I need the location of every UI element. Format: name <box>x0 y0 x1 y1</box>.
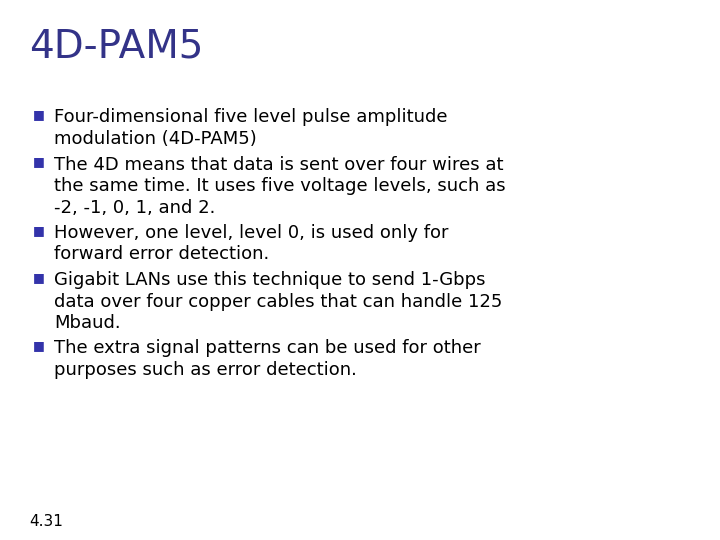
Text: However, one level, level 0, is used only for
forward error detection.: However, one level, level 0, is used onl… <box>54 224 449 263</box>
Text: ■: ■ <box>32 156 44 168</box>
Text: ■: ■ <box>32 271 44 284</box>
Text: Gigabit LANs use this technique to send 1-Gbps
data over four copper cables that: Gigabit LANs use this technique to send … <box>54 271 503 332</box>
Text: The extra signal patterns can be used for other
purposes such as error detection: The extra signal patterns can be used fo… <box>54 339 481 379</box>
Text: ■: ■ <box>32 224 44 237</box>
Text: ■: ■ <box>32 108 44 121</box>
Text: The 4D means that data is sent over four wires at
the same time. It uses five vo: The 4D means that data is sent over four… <box>54 156 505 217</box>
Text: 4.31: 4.31 <box>29 514 63 529</box>
Text: 4D-PAM5: 4D-PAM5 <box>29 27 203 65</box>
Text: Four-dimensional five level pulse amplitude
modulation (4D-PAM5): Four-dimensional five level pulse amplit… <box>54 108 448 147</box>
Text: ■: ■ <box>32 339 44 352</box>
